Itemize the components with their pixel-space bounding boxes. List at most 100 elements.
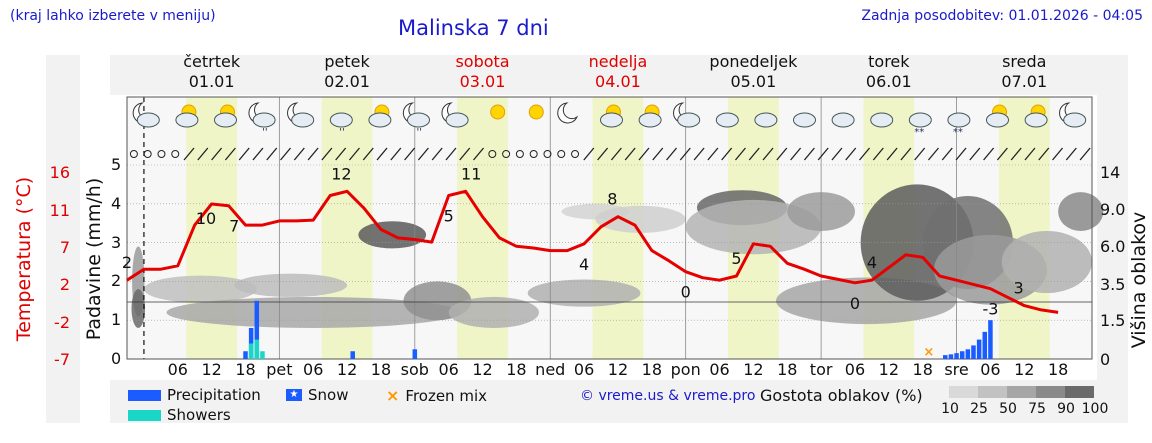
day-name: petek (324, 52, 370, 71)
temperature-data-label: 8 (607, 190, 617, 209)
x-tick-label: 18 (1048, 360, 1068, 379)
x-tick-label: 12 (608, 360, 628, 379)
wind-barb (762, 147, 774, 161)
snow-star-icon: ★ (286, 389, 302, 401)
cloud-shape (445, 112, 469, 128)
cloud-height-tick: 9.0 (1100, 200, 1126, 219)
wind-barb (293, 147, 305, 161)
precipitation-axis-label: Padavine (mm/h) (83, 177, 105, 341)
cloud-shape (329, 112, 353, 128)
wind-barb (197, 147, 209, 161)
sun-icon (490, 104, 506, 120)
temperature-data-label: 2 (122, 253, 132, 272)
rain-cloud-icon: '' (329, 112, 353, 138)
location-hint[interactable]: (kraj lahko izberete v meniju) (10, 8, 216, 24)
day-date: 04.01 (595, 72, 641, 91)
day-name: četrtek (183, 52, 241, 71)
x-tick-label: 12 (743, 360, 763, 379)
x-tick-label: 18 (235, 360, 255, 379)
wind-barb (307, 147, 319, 161)
credit-link[interactable]: © vreme.us & vreme.pro (580, 388, 756, 404)
day-date: 07.01 (1001, 72, 1048, 91)
x-tick-label: 12 (1014, 360, 1034, 379)
density-scale-label: 25 (970, 401, 988, 417)
snow-mark: ** (953, 127, 963, 138)
wind-barb (927, 147, 939, 161)
wind-barb (900, 147, 912, 161)
x-tick-label: 18 (506, 360, 526, 379)
cloud-shape (870, 112, 894, 128)
last-updated: Zadnja posodobitev: 01.01.2026 - 04:05 (861, 8, 1143, 24)
day-date: 02.01 (324, 72, 370, 91)
x-tick-label: 06 (303, 360, 323, 379)
sun-disc (528, 104, 544, 120)
cloud-shape (831, 112, 855, 128)
x-tick-label: 06 (845, 360, 865, 379)
temperature-data-label: -3 (982, 300, 998, 319)
night-rain-icon: '' (248, 102, 276, 138)
wind-barb (610, 147, 622, 161)
precipitation-bar (965, 349, 971, 359)
x-tick-label: 06 (980, 360, 1000, 379)
snow-cloud-icon: ** (947, 112, 971, 138)
cloud-shape (175, 112, 199, 128)
wind-barb (707, 147, 719, 161)
cloud-shape (908, 112, 932, 128)
wind-barb (1065, 147, 1077, 161)
x-tick-label: 18 (913, 360, 933, 379)
night-cloud-icon (673, 102, 701, 128)
sun-cloud-icon (638, 104, 662, 128)
cloud-density-layer (1001, 230, 1092, 294)
calm-wind-symbol (529, 150, 538, 158)
cloud-shape (947, 112, 971, 128)
showers-bar (254, 339, 260, 359)
wind-barb (266, 147, 278, 161)
legend-precipitation-label: Precipitation (167, 386, 261, 404)
wind-barb (280, 147, 292, 161)
cloud-density-layer (527, 279, 641, 307)
precipitation-tick: 2 (111, 271, 122, 291)
day-name: torek (868, 52, 910, 71)
wind-barb (996, 147, 1008, 161)
x-tick-label: 18 (642, 360, 662, 379)
wind-barb (721, 147, 733, 161)
wind-barb (597, 147, 609, 161)
day-header: ponedeljek 05.01 (709, 52, 797, 92)
frozen-cross-icon: × (386, 386, 400, 405)
wind-barb (431, 147, 443, 161)
cloud-density-layer (685, 199, 822, 255)
wind-barb (583, 147, 595, 161)
cloud-shape (136, 112, 160, 128)
wind-barb (638, 147, 650, 161)
rain-mark: '' (262, 127, 268, 138)
legend-precipitation: Precipitation (128, 386, 261, 404)
cloud-height-tick: 1.5 (1100, 311, 1126, 330)
cloud-height-axis-label: Višina oblakov (km) (1128, 211, 1152, 349)
wind-barb (348, 147, 360, 161)
night-moon-icon (557, 102, 579, 124)
night-rain-icon: '' (402, 102, 430, 138)
cloud-height-tick: 14 (1100, 163, 1121, 182)
cloud-height-tick: 3.5 (1100, 275, 1126, 294)
legend-showers-label: Showers (167, 406, 231, 424)
cloud-density-layer (595, 205, 686, 233)
wind-barb (776, 147, 788, 161)
x-tick-label: 06 (438, 360, 458, 379)
sun-cloud-icon (986, 104, 1009, 128)
wind-barb (955, 147, 967, 161)
cloud-shape (600, 112, 623, 128)
wind-barb (335, 147, 347, 161)
calm-wind-symbol (515, 150, 524, 158)
day-date: 05.01 (730, 72, 777, 91)
wind-barb (211, 147, 223, 161)
showers-bar (260, 351, 265, 359)
cloud-shape (793, 112, 816, 128)
wind-barb (652, 147, 664, 161)
wind-barb (390, 147, 402, 161)
density-scale-label: 50 (999, 401, 1017, 417)
wind-barb (734, 147, 746, 161)
day-name: ponedeljek (709, 52, 798, 71)
cloud-height-tick: 0 (1100, 350, 1111, 369)
temperature-data-label: -2 (1073, 0, 1089, 4)
